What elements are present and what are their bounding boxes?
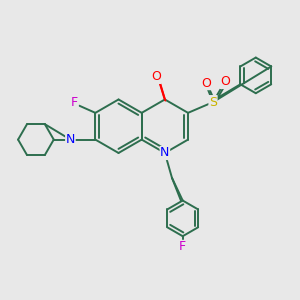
Text: N: N xyxy=(66,133,75,146)
Text: F: F xyxy=(179,240,186,254)
Text: N: N xyxy=(160,146,170,160)
Text: O: O xyxy=(151,70,161,83)
Text: O: O xyxy=(220,75,230,88)
Text: S: S xyxy=(209,96,217,109)
Text: F: F xyxy=(71,96,78,109)
Text: O: O xyxy=(201,76,211,90)
